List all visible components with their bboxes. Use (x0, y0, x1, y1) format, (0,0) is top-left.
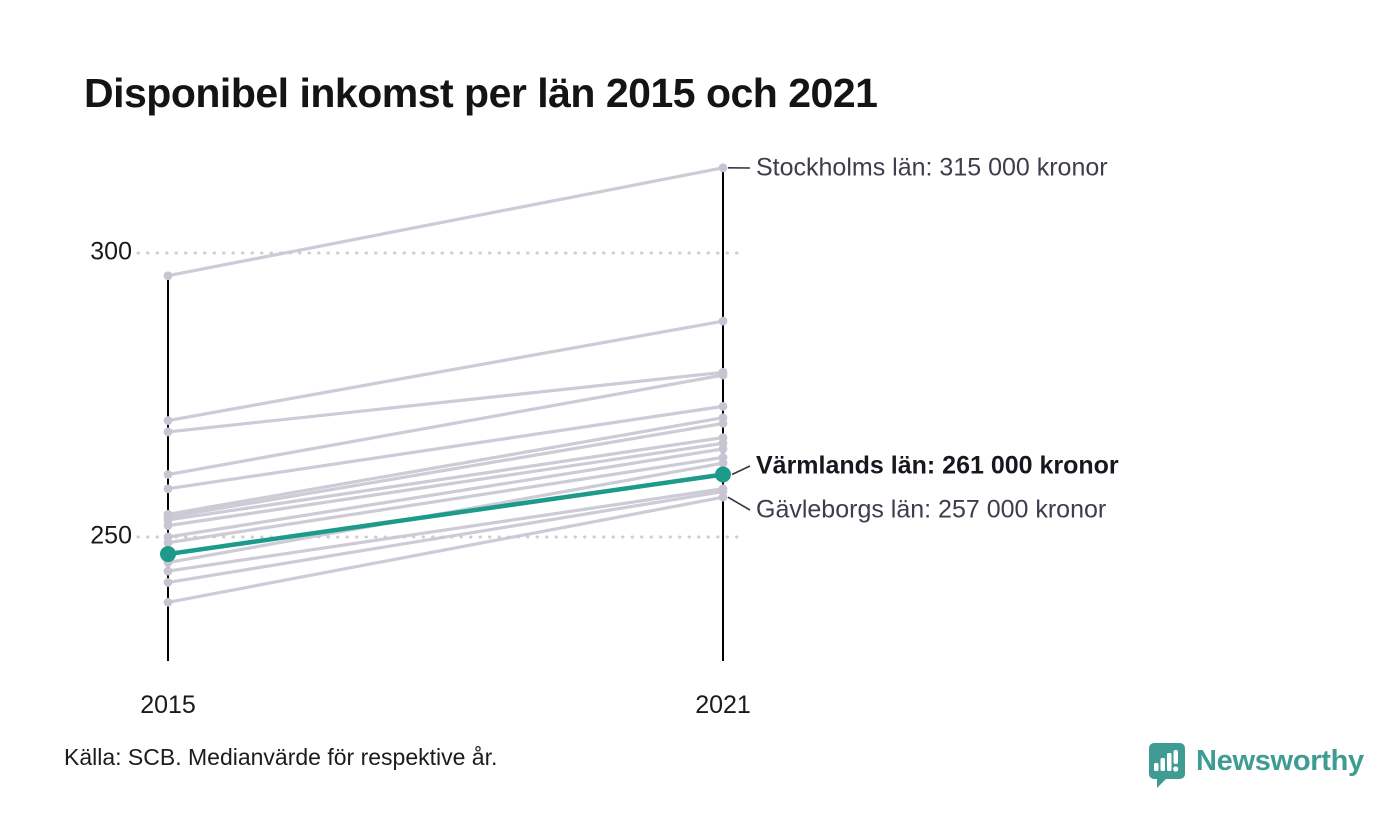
slope-line (167, 436, 724, 522)
data-point-2021 (718, 492, 728, 502)
slope-line (167, 421, 724, 519)
slope-line (167, 487, 724, 573)
data-point-2015 (163, 484, 173, 494)
y-axis-tick-300: 300 (90, 237, 132, 266)
data-point-2015 (163, 416, 173, 425)
data-point-2015 (163, 427, 173, 437)
annotation-stockholm: Stockholms län: 315 000 kronor (756, 153, 1108, 182)
highlight-point-2021 (715, 466, 731, 483)
slope-line (167, 495, 724, 604)
data-point-2015 (163, 578, 173, 587)
data-point-2015 (163, 597, 173, 607)
annotation-connector (731, 465, 751, 476)
data-point-2021 (718, 401, 728, 411)
highlight-line (167, 472, 724, 557)
data-point-2015 (163, 566, 173, 576)
x-axis-label-2015: 2015 (140, 691, 196, 719)
slope-line (167, 489, 724, 585)
data-point-2015 (163, 538, 173, 548)
annotation-varmland-highlight: Värmlands län: 261 000 kronor (756, 451, 1119, 480)
slope-line (167, 373, 724, 477)
slope-line (167, 447, 724, 539)
data-point-2021 (718, 316, 728, 326)
slope-line (167, 441, 724, 528)
data-point-2021 (718, 419, 728, 428)
source-note: Källa: SCB. Medianvärde för respektive å… (64, 744, 498, 770)
newsworthy-logo-icon (1146, 742, 1186, 795)
page-title: Disponibel inkomst per län 2015 och 2021 (84, 70, 878, 116)
newsworthy-logo-text: Newsworthy (1196, 745, 1364, 777)
slope-line (167, 370, 724, 434)
newsworthy-logo[interactable]: Newsworthy (1146, 742, 1364, 795)
data-point-2021 (718, 163, 728, 173)
slope-line (167, 319, 724, 423)
data-point-2015 (163, 521, 173, 531)
x-axis-label-2021: 2021 (695, 691, 751, 719)
data-point-2021 (718, 370, 728, 380)
data-point-2015 (163, 470, 173, 479)
highlight-point-2015 (160, 546, 176, 563)
slope-line (167, 166, 724, 278)
y-axis-tick-250: 250 (90, 521, 132, 550)
data-point-2021 (718, 458, 728, 468)
slope-line (167, 416, 724, 516)
slope-line (167, 455, 724, 545)
annotation-connector (727, 496, 751, 511)
annotation-gavleborg: Gävleborgs län: 257 000 kronor (756, 495, 1107, 524)
data-point-2015 (163, 271, 173, 281)
data-point-2021 (718, 444, 728, 454)
slope-line (167, 404, 724, 491)
